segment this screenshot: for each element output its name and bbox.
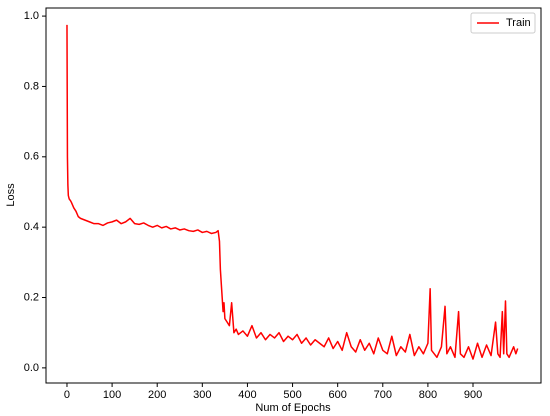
y-tick-label: 1.0: [24, 10, 39, 22]
y-tick-label: 0.6: [24, 151, 39, 163]
x-tick-label: 400: [238, 389, 256, 401]
x-tick-label: 800: [419, 389, 437, 401]
y-tick-label: 0.0: [24, 362, 39, 374]
legend-label: Train: [506, 17, 531, 29]
y-tick-label: 0.2: [24, 291, 39, 303]
x-tick-label: 0: [64, 389, 70, 401]
x-tick-label: 300: [193, 389, 211, 401]
y-tick-label: 0.8: [24, 80, 39, 92]
x-axis-label: Num of Epochs: [255, 402, 331, 414]
y-tick-label: 0.4: [24, 221, 39, 233]
x-tick-label: 500: [283, 389, 301, 401]
x-tick-label: 200: [148, 389, 166, 401]
x-tick-label: 900: [464, 389, 482, 401]
y-axis-label: Loss: [5, 183, 17, 207]
x-tick-label: 600: [328, 389, 346, 401]
x-tick-label: 700: [374, 389, 392, 401]
plot-frame: [45, 7, 542, 384]
loss-line: [66, 24, 519, 360]
legend-box: [470, 12, 536, 34]
x-tick-label: 100: [103, 389, 121, 401]
